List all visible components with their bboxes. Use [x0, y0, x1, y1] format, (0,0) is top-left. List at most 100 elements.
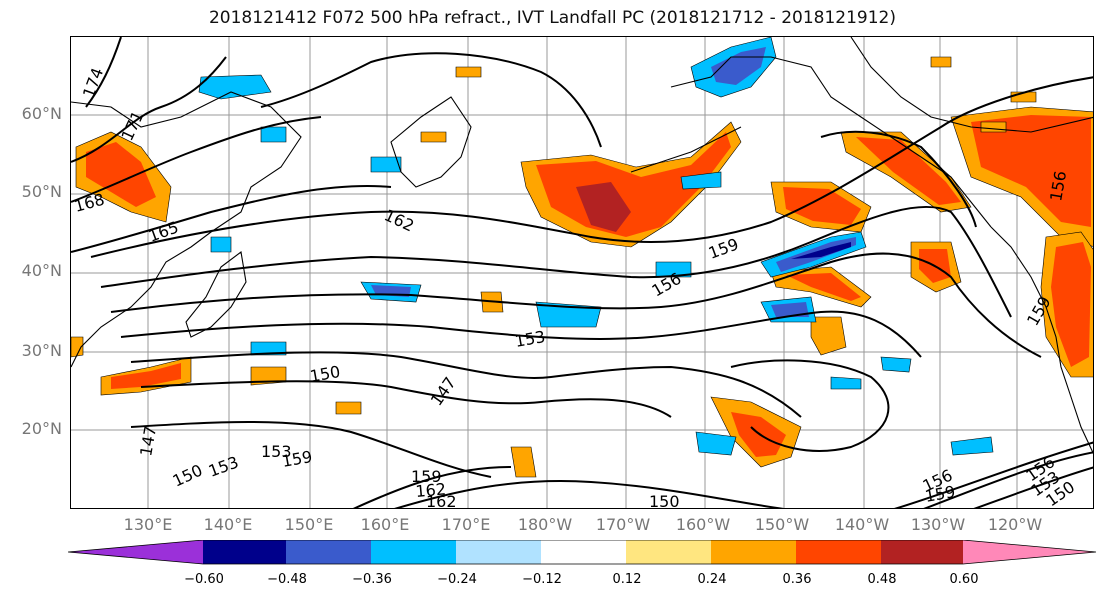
contour-se-1	[894, 441, 1093, 508]
contour-label-150-sw: 150	[170, 460, 206, 490]
patch-small-4	[930, 56, 952, 68]
colorbar-tick: −0.36	[352, 572, 392, 587]
lon-label-180w: 180°W	[517, 515, 573, 534]
lon-label-160e: 160°E	[360, 515, 410, 534]
patch-small-2	[335, 401, 362, 415]
patch-small-3	[510, 446, 537, 478]
contour-162	[90, 76, 1093, 258]
lon-label-120w: 120°W	[987, 515, 1043, 534]
contour-171	[71, 56, 227, 163]
contour-165	[71, 185, 392, 253]
patch-california-core	[1051, 242, 1091, 367]
contour-label-153-sw2: 153	[261, 442, 292, 461]
contour-label-171: 171	[117, 108, 147, 144]
patch-gulf-alaska-core	[783, 187, 861, 225]
patch-okhotsk	[260, 126, 287, 143]
coast-alaska	[670, 56, 992, 228]
lon-label-140w: 140°W	[834, 515, 890, 534]
colorbar-tick: 0.36	[782, 572, 812, 587]
contour-label-159-s2: 159	[411, 467, 442, 486]
patch-pnw-coast-core	[971, 115, 1091, 227]
colorbar-outline	[68, 540, 1097, 565]
colorbar-segment	[796, 540, 881, 564]
patch-subtropics-blue-2	[880, 356, 912, 373]
contour-west-loop	[130, 421, 492, 478]
patch-small-6	[980, 121, 1007, 133]
contour-north	[260, 52, 602, 148]
contour-label-165: 165	[146, 217, 181, 245]
patch-small-blue-3	[950, 436, 994, 456]
colorbar-segment	[286, 540, 371, 564]
lon-label-130w: 130°W	[910, 515, 966, 534]
patch-small-blue-2	[680, 171, 722, 190]
colorbar-segment	[371, 540, 456, 564]
coast-japan	[185, 251, 247, 338]
lat-label-60n: 60°N	[21, 104, 62, 123]
lon-label-140e: 140°E	[203, 515, 253, 534]
patch-central-pacific-dark	[576, 182, 631, 232]
contour-150	[130, 351, 802, 418]
contour-174	[85, 37, 122, 108]
colorbar-tick: −0.60	[184, 572, 224, 587]
lon-label-160w: 160°W	[675, 515, 731, 534]
contour-label-159-se: 159	[923, 482, 956, 506]
colorbar-segment	[541, 540, 626, 564]
lat-label-30n: 30°N	[21, 341, 62, 360]
lon-label-150e: 150°E	[284, 515, 334, 534]
contour-east-low	[730, 359, 890, 452]
contour-159	[100, 205, 1012, 318]
coast-kamchatka	[390, 96, 472, 188]
lon-label-150w: 150°W	[754, 515, 810, 534]
lat-label-20n: 20°N	[21, 419, 62, 438]
contour-label-153-sw: 153	[206, 452, 241, 480]
colorbar-tick: −0.12	[522, 572, 562, 587]
patch-central-pacific-core	[536, 132, 731, 237]
contour-153	[120, 310, 922, 358]
patch-small-7	[420, 131, 447, 143]
patch-small-8	[455, 66, 482, 78]
contour-label-159: 159	[706, 234, 741, 262]
positive-anomaly-shading	[71, 56, 1093, 478]
contour-label-162-south: 162	[415, 479, 447, 501]
patch-alaska-panhandle-core	[856, 137, 961, 205]
contour-168	[71, 116, 322, 203]
patch-subtropics-blue-1	[695, 431, 737, 456]
coast-canada-north	[850, 37, 1093, 133]
contour-south-1	[394, 480, 784, 508]
patch-west-subtropics-core	[111, 363, 181, 389]
patch-midpacific-1-core	[771, 302, 809, 317]
colorbar-tick: −0.48	[267, 572, 307, 587]
colorbar-segment	[881, 540, 963, 564]
lon-label-170w: 170°W	[595, 515, 651, 534]
contour-label-147-west: 147	[136, 424, 160, 457]
colorbar-segment	[711, 540, 796, 564]
patch-mid-north-pacific	[810, 316, 847, 356]
contour-156	[110, 252, 1042, 358]
contour-label-147: 147	[427, 373, 460, 409]
colorbar-segment	[626, 540, 711, 564]
patch-small-blue-4	[830, 376, 862, 390]
colorbar-tick: 0.48	[867, 572, 897, 587]
patch-east-pacific-band-core	[786, 273, 861, 301]
lon-label-130e: 130°E	[123, 515, 173, 534]
colorbar-segment	[203, 540, 286, 564]
colorbar-tick: −0.24	[437, 572, 477, 587]
geopotential-contours	[71, 37, 1093, 508]
colorbar-segment-max	[963, 540, 1096, 564]
patch-small-blue-5	[250, 341, 287, 356]
negative-anomaly-shading	[198, 37, 994, 456]
patch-siberia	[198, 74, 272, 100]
coast-north-america	[990, 226, 1093, 455]
colorbar-tick: 0.24	[697, 572, 727, 587]
patch-asia-north-core	[86, 142, 156, 207]
contour-label-174: 174	[79, 65, 107, 100]
contour-147	[140, 380, 672, 418]
contour-se-2	[923, 451, 1093, 508]
colorbar-segment-min	[68, 540, 203, 564]
patch-japan-blue	[210, 236, 232, 253]
coast-aleutians	[630, 126, 742, 173]
patch-west-edge	[71, 336, 84, 358]
colorbar-segment	[456, 540, 541, 564]
map-title: 2018121412 F072 500 hPa refract., IVT La…	[208, 8, 896, 28]
patch-west-pacific-3	[655, 261, 692, 278]
